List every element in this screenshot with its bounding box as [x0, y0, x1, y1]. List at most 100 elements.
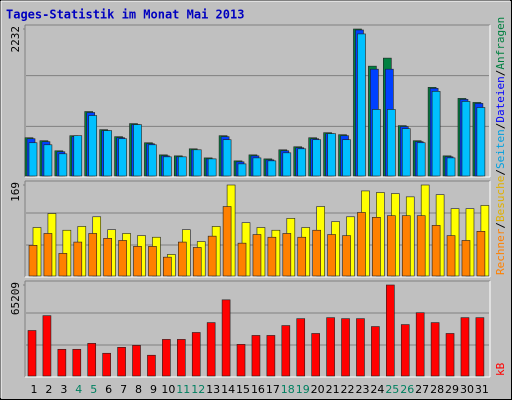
bar — [103, 130, 112, 177]
x-tick-label: 15 — [236, 383, 250, 396]
bar — [430, 322, 440, 377]
bar — [446, 157, 456, 177]
bar — [148, 144, 157, 177]
bar — [312, 139, 321, 177]
bar — [28, 245, 38, 277]
legend-entry: / — [494, 169, 507, 176]
bar — [431, 225, 441, 277]
bar — [58, 253, 68, 277]
bar — [342, 235, 351, 277]
bar — [237, 242, 247, 277]
bar — [267, 236, 277, 277]
x-tick-label: 2 — [45, 383, 52, 396]
bar — [207, 235, 217, 277]
bar — [297, 236, 307, 277]
bar — [357, 33, 366, 177]
bar — [207, 158, 217, 177]
bar — [476, 107, 486, 177]
bar — [311, 333, 320, 377]
bar — [206, 322, 216, 377]
x-tick-label: 8 — [135, 383, 142, 396]
bar — [117, 347, 126, 377]
x-tick-label: 29 — [445, 383, 459, 396]
bar — [371, 326, 380, 377]
x-tick-label: 13 — [206, 383, 220, 396]
legend-entry: Dateien — [494, 76, 507, 122]
bar — [222, 139, 232, 177]
bar — [252, 234, 262, 277]
bar — [42, 315, 52, 377]
x-tick-label: 27 — [415, 383, 429, 396]
bar — [326, 317, 335, 377]
chart-title: Tages-Statistik im Monat Mai 2013 — [6, 8, 244, 22]
x-tick-label: 7 — [120, 383, 127, 396]
bar — [87, 343, 97, 377]
x-tick-label: 10 — [161, 383, 175, 396]
bar — [237, 163, 247, 177]
bar — [118, 240, 127, 277]
bar — [148, 246, 157, 277]
x-tick-label: 17 — [266, 383, 280, 396]
x-tick-label: 26 — [400, 383, 414, 396]
x-tick-label: 11 — [176, 383, 190, 396]
bar — [162, 339, 171, 377]
x-tick-label: 4 — [75, 383, 82, 396]
bar — [401, 128, 411, 177]
bar — [132, 345, 141, 377]
bar — [416, 215, 426, 277]
bar — [342, 139, 351, 177]
bar — [476, 231, 486, 277]
bar — [73, 135, 83, 177]
bar — [400, 324, 410, 377]
bar — [446, 235, 456, 277]
bar — [178, 241, 187, 277]
legend-entry: Anfragen — [494, 17, 507, 70]
x-tick-label: 19 — [296, 383, 310, 396]
bar — [356, 318, 365, 377]
bar — [386, 284, 395, 377]
x-tick-label: 24 — [370, 383, 384, 396]
legend-entry: / — [494, 70, 507, 77]
y-tick-label: 169 — [9, 182, 22, 202]
bar — [133, 124, 142, 177]
bar — [88, 233, 98, 277]
bar — [431, 91, 441, 177]
bar — [461, 240, 471, 277]
bar — [416, 142, 426, 177]
bar — [163, 156, 172, 177]
y-tick-label: 2232 — [9, 26, 22, 53]
bar — [461, 101, 471, 177]
bar — [327, 133, 336, 177]
x-tick-label: 5 — [90, 383, 97, 396]
bar — [133, 246, 142, 277]
bar — [73, 241, 83, 277]
x-tick-label: 25 — [385, 383, 399, 396]
bar — [102, 352, 111, 377]
bar — [266, 335, 276, 377]
x-tick-label: 22 — [341, 383, 355, 396]
bar — [475, 317, 485, 377]
x-tick-label: 28 — [430, 383, 444, 396]
x-tick-label: 14 — [221, 383, 235, 396]
x-tick-label: 21 — [326, 383, 340, 396]
legend-entry: Besuche — [494, 176, 507, 222]
legend-entry: / — [494, 123, 507, 130]
bar — [282, 233, 292, 277]
bar — [357, 212, 366, 277]
bar — [415, 312, 425, 377]
bar — [281, 325, 291, 377]
bar — [57, 348, 67, 377]
bar — [460, 317, 470, 377]
x-tick-label: 3 — [60, 383, 67, 396]
x-tick-label: 1 — [31, 383, 38, 396]
bar — [221, 299, 231, 377]
bar — [178, 156, 187, 177]
bar — [163, 256, 172, 277]
bar — [327, 234, 336, 277]
legend-entry: kB — [494, 362, 507, 376]
bar — [372, 109, 381, 177]
bar — [88, 115, 98, 177]
bar — [192, 149, 202, 177]
bar — [296, 318, 306, 377]
